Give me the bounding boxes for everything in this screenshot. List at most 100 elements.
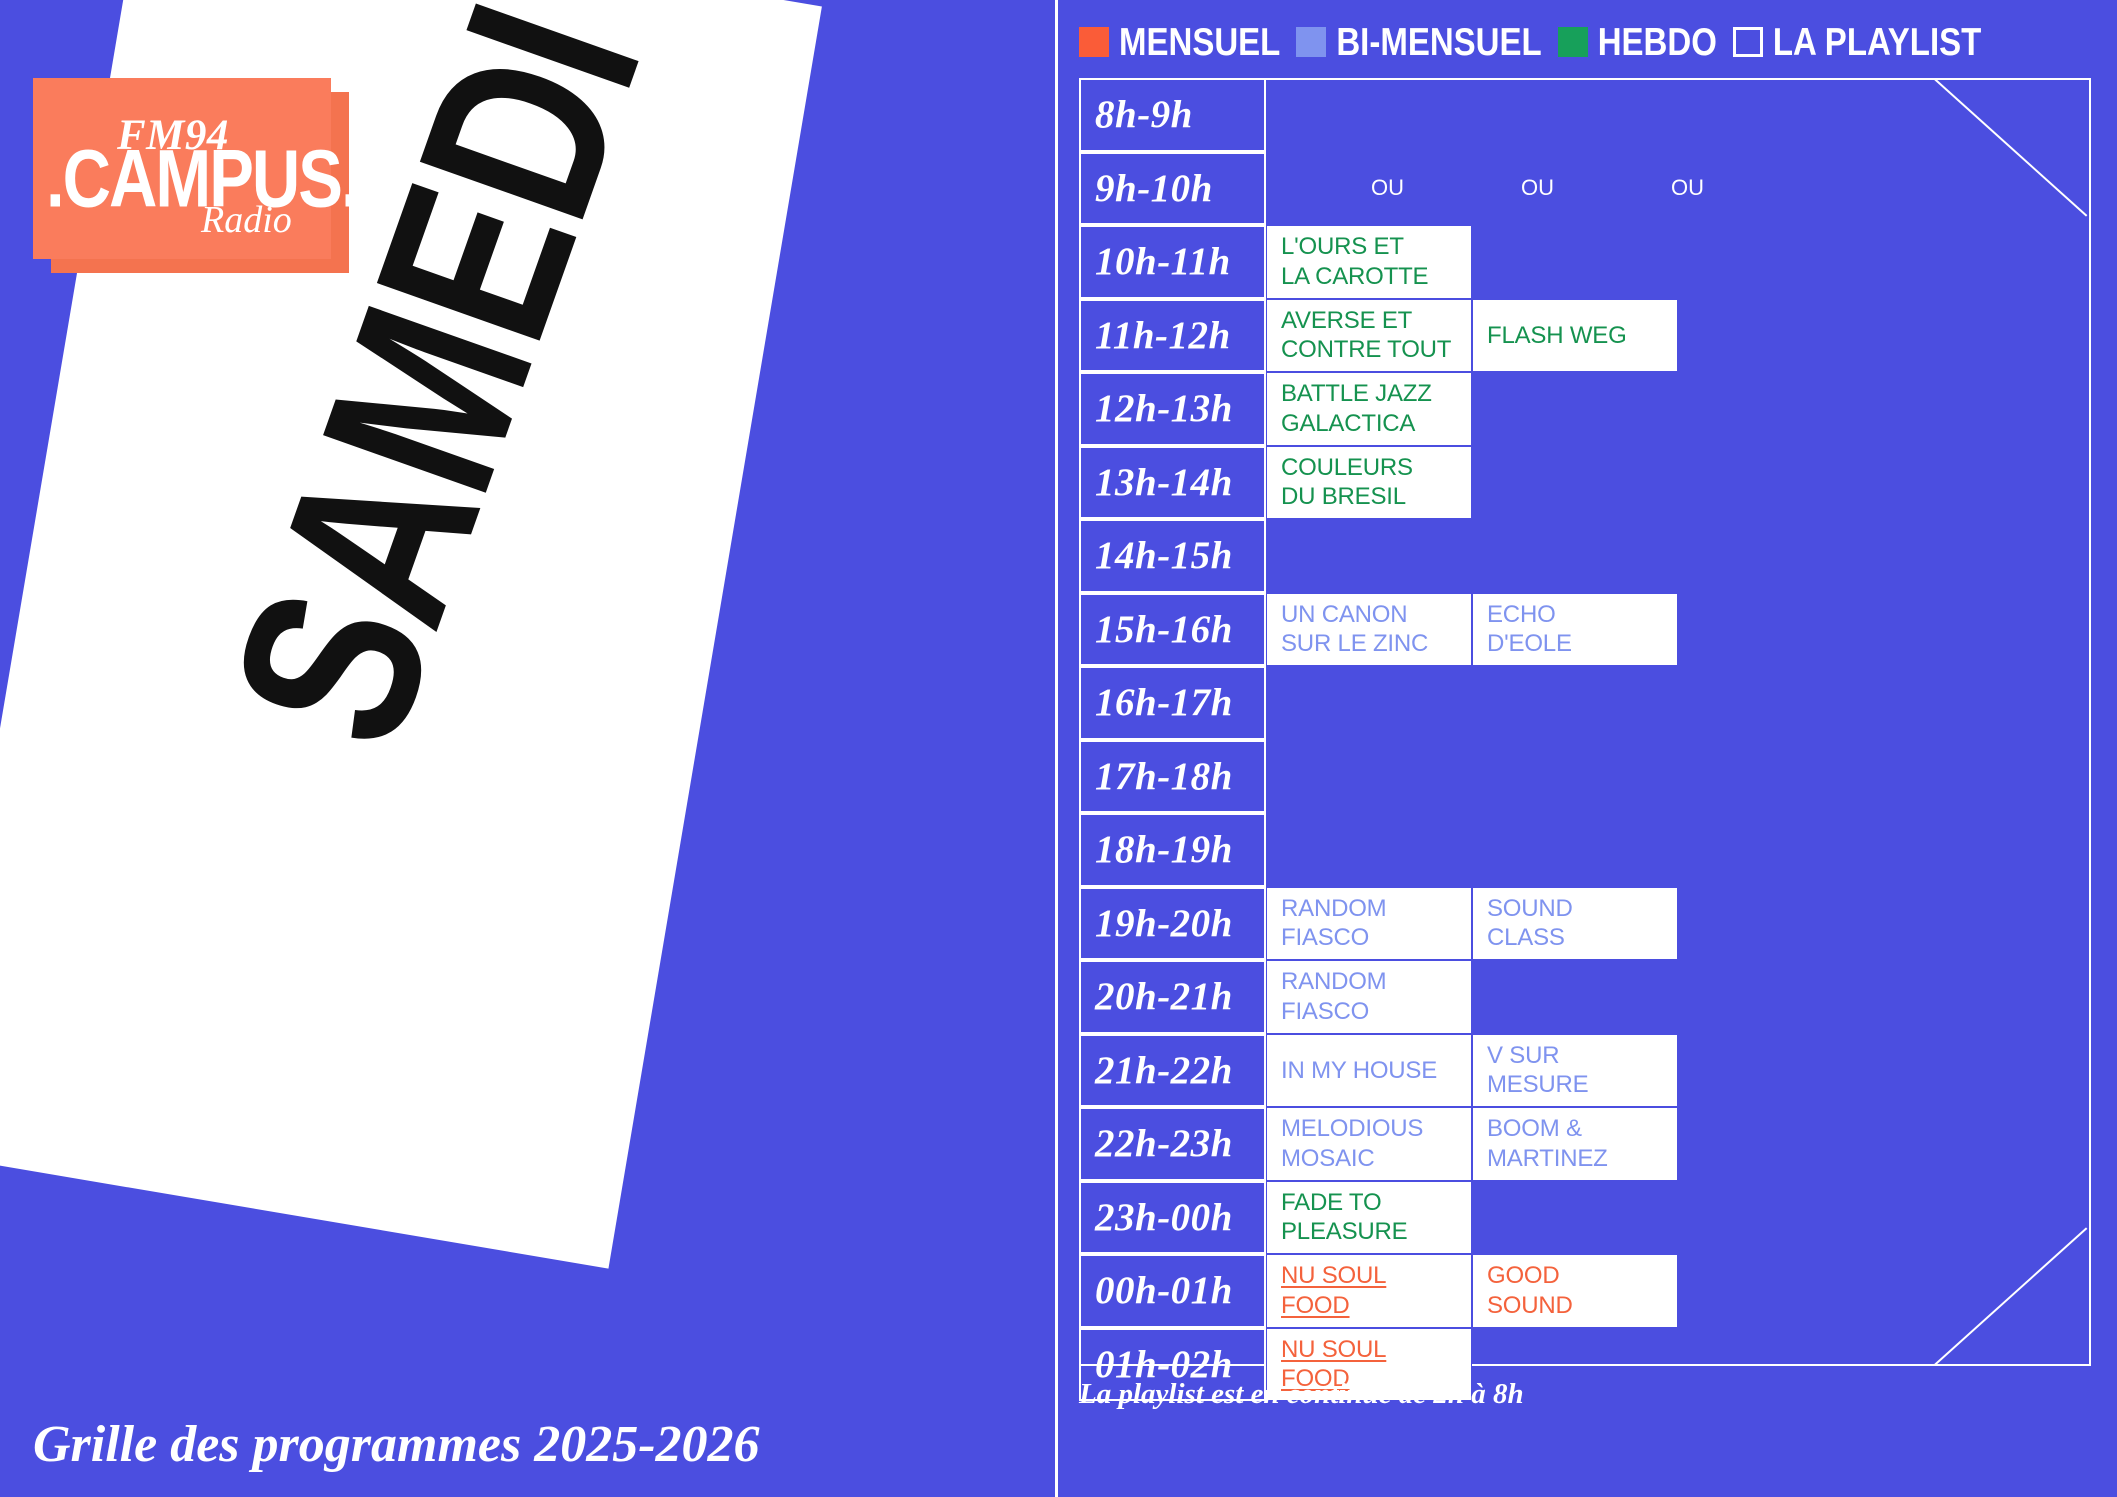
legend-swatch-icon xyxy=(1732,26,1763,57)
schedule-row: 16h-17h xyxy=(1079,666,2091,740)
empty-slot xyxy=(1472,740,1678,814)
program-slots xyxy=(1266,813,2091,887)
logo-wordmark: .CAMPUS. xyxy=(46,133,360,225)
program-name: MELODIOUS MOSAIC xyxy=(1281,1115,1424,1172)
program-card[interactable]: BOOM & MARTINEZ xyxy=(1472,1107,1678,1181)
time-slot-label: 19h-20h xyxy=(1079,886,1266,960)
program-card[interactable]: FADE TO PLEASURE xyxy=(1266,1180,1472,1254)
program-card[interactable]: NU SOUL FOOD xyxy=(1266,1254,1472,1328)
program-name: BOOM & MARTINEZ xyxy=(1487,1115,1608,1172)
program-name: SOUND CLASS xyxy=(1487,894,1573,952)
program-slots: AVERSE ET CONTRE TOUT FLASH WEG xyxy=(1266,298,2091,372)
program-name: UN CANON SUR LE ZINC xyxy=(1281,600,1429,658)
program-slots: NU SOUL FOOD xyxy=(1266,1327,2091,1401)
program-card[interactable]: FLASH WEG xyxy=(1472,298,1678,372)
empty-slot xyxy=(1472,446,1678,520)
time-slot-label: 20h-21h xyxy=(1079,960,1266,1034)
right-panel: MENSUEL BI-MENSUEL HEBDO LA PLAYLIST 8h-9h 9… xyxy=(1055,0,2117,1497)
program-card[interactable]: V SUR MESURE xyxy=(1472,1033,1678,1107)
program-card[interactable]: AVERSE ET CONTRE TOUT xyxy=(1266,298,1472,372)
schedule-row: 23h-00h FADE TO PLEASURE xyxy=(1079,1180,2091,1255)
legend-item-bi-mensuel: BI-MENSUEL xyxy=(1296,19,1542,64)
program-name: NU SOUL FOOD xyxy=(1281,1262,1387,1319)
program-slots xyxy=(1266,666,2091,740)
time-slot-label: 17h-18h xyxy=(1079,739,1266,813)
program-name: NU SOUL FOOD xyxy=(1281,1335,1387,1393)
program-slots: COULEURS DU BRESIL xyxy=(1266,445,2091,520)
legend-item-la-playlist: LA PLAYLIST xyxy=(1732,22,1981,61)
empty-slot xyxy=(1266,740,1472,814)
legend-label: MENSUEL xyxy=(1119,19,1281,64)
program-card[interactable]: SOUND CLASS xyxy=(1472,886,1678,960)
program-name: GOOD SOUND xyxy=(1487,1262,1573,1319)
empty-slot xyxy=(1472,519,1678,593)
empty-slot xyxy=(1472,78,1678,152)
time-slot-label: 10h-11h xyxy=(1079,225,1266,299)
program-name: COULEURS DU BRESIL xyxy=(1281,453,1413,511)
program-name: ECHO D'EOLE xyxy=(1487,600,1572,658)
schedule-row: 19h-20h RANDOM FIASCO SOUND CLASS xyxy=(1079,886,2091,960)
time-slot-label: 22h-23h xyxy=(1079,1107,1266,1181)
schedule-row: 17h-18h xyxy=(1079,739,2091,814)
program-card[interactable]: COULEURS DU BRESIL xyxy=(1266,445,1472,519)
program-name: BATTLE JAZZ GALACTICA xyxy=(1281,380,1432,437)
schedule-row: 13h-14h COULEURS DU BRESIL xyxy=(1079,445,2091,520)
empty-slot xyxy=(1472,960,1678,1034)
schedule-row: 01h-02h NU SOUL FOOD xyxy=(1079,1327,2091,1401)
program-card[interactable]: MELODIOUS MOSAIC xyxy=(1266,1107,1472,1181)
schedule-row: 11h-12h AVERSE ET CONTRE TOUT FLASH WEG xyxy=(1079,298,2091,372)
program-name: V SUR MESURE xyxy=(1487,1041,1589,1099)
program-slots xyxy=(1266,78,2091,152)
program-slots: FADE TO PLEASURE xyxy=(1266,1180,2091,1255)
program-slots: UN CANON SUR LE ZINC ECHO D'EOLE xyxy=(1266,592,2091,666)
program-name: FLASH WEG xyxy=(1487,321,1627,349)
time-slot-label: 9h-10h xyxy=(1079,151,1266,225)
empty-slot xyxy=(1472,1181,1678,1255)
schedule-table: 8h-9h 9h-10h OU OU OU 10h-11h L'OURS ET LA CAR… xyxy=(1079,78,2091,1401)
legend-item-mensuel: MENSUEL xyxy=(1079,19,1281,64)
program-name: FADE TO PLEASURE xyxy=(1281,1188,1408,1246)
legend-label: BI-MENSUEL xyxy=(1336,19,1542,64)
empty-slot xyxy=(1266,666,1472,740)
empty-slot xyxy=(1472,372,1678,446)
program-card[interactable]: IN MY HOUSE xyxy=(1266,1033,1472,1107)
empty-slot xyxy=(1472,813,1678,887)
time-slot-label: 00h-01h xyxy=(1079,1254,1266,1328)
program-card[interactable]: NU SOUL FOOD xyxy=(1266,1327,1472,1401)
empty-slot xyxy=(1472,666,1678,740)
schedule-row: 20h-21h RANDOM FIASCO xyxy=(1079,960,2091,1034)
schedule-row: 8h-9h xyxy=(1079,78,2091,152)
empty-slot xyxy=(1266,78,1472,152)
program-card[interactable]: ECHO D'EOLE xyxy=(1472,592,1678,666)
program-slots xyxy=(1266,740,2091,814)
time-slot-label: 13h-14h xyxy=(1079,445,1266,519)
program-card[interactable]: UN CANON SUR LE ZINC xyxy=(1266,592,1472,666)
program-card[interactable]: L'OURS ET LA CAROTTE xyxy=(1266,225,1472,299)
program-card[interactable]: GOOD SOUND xyxy=(1472,1254,1678,1328)
empty-slot xyxy=(1266,519,1472,593)
program-card[interactable]: RANDOM FIASCO xyxy=(1266,960,1472,1034)
program-card[interactable]: BATTLE JAZZ GALACTICA xyxy=(1266,372,1472,446)
time-slot-label: 8h-9h xyxy=(1079,78,1266,152)
program-name: RANDOM FIASCO xyxy=(1281,968,1387,1025)
time-slot-label: 11h-12h xyxy=(1079,298,1266,372)
time-slot-label: 15h-16h xyxy=(1079,592,1266,666)
time-slot-label: 01h-02h xyxy=(1079,1327,1266,1401)
legend-label: HEBDO xyxy=(1597,19,1717,64)
legend-item-hebdo: HEBDO xyxy=(1557,19,1717,64)
empty-slot xyxy=(1266,813,1472,887)
playlist-note: La playlist est en continue de 2h à 8h xyxy=(1079,1378,1524,1410)
program-card[interactable]: RANDOM FIASCO xyxy=(1266,886,1472,960)
program-slots xyxy=(1266,152,2091,226)
empty-slot xyxy=(1266,152,1472,226)
schedule-row: 15h-16h UN CANON SUR LE ZINC ECHO D'EOLE xyxy=(1079,592,2091,666)
legend-swatch-icon xyxy=(1079,26,1109,57)
logo-frequency: FM94 xyxy=(117,112,229,159)
legend: MENSUEL BI-MENSUEL HEBDO LA PLAYLIST xyxy=(1079,19,1981,64)
schedule-row: 12h-13h BATTLE JAZZ GALACTICA xyxy=(1079,372,2091,446)
program-name: L'OURS ET LA CAROTTE xyxy=(1281,233,1429,290)
schedule-row: 00h-01h NU SOUL FOOD GOOD SOUND xyxy=(1079,1254,2091,1328)
time-slot-label: 18h-19h xyxy=(1079,813,1266,887)
time-slot-label: 14h-15h xyxy=(1079,519,1266,593)
